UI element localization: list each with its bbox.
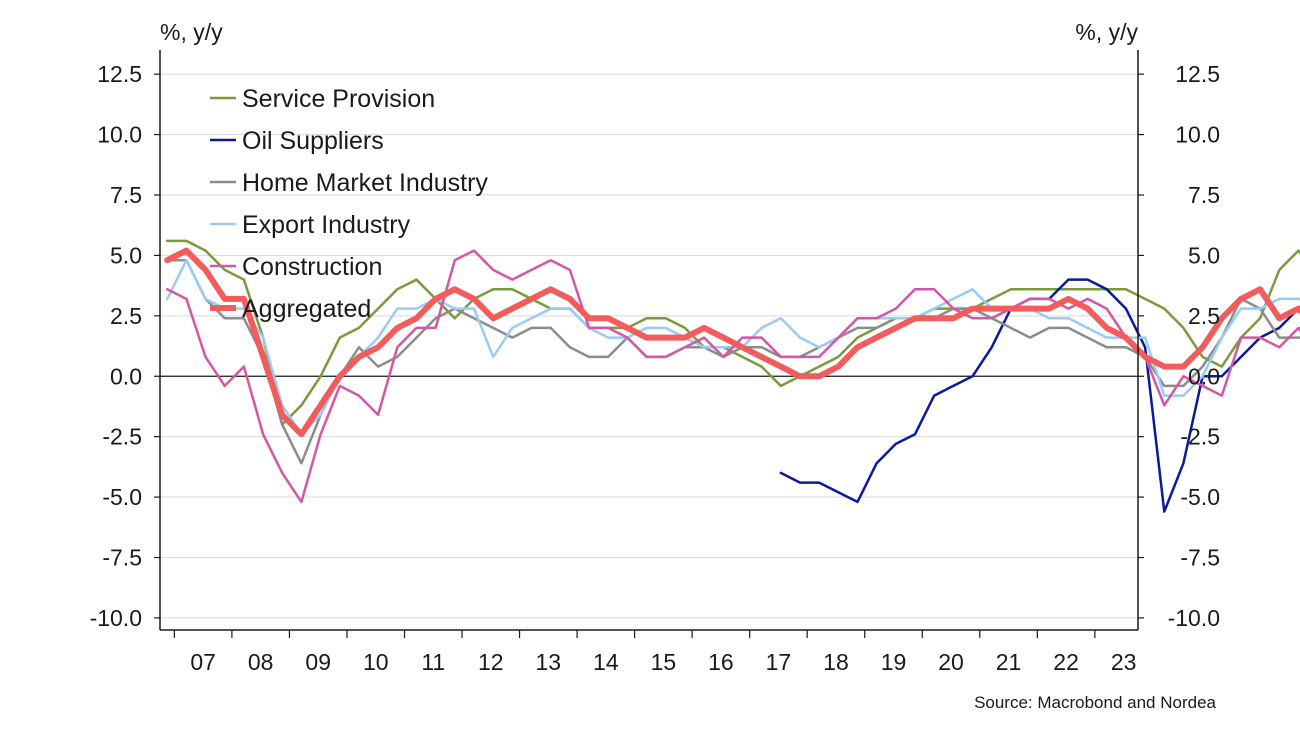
x-tick-label: 19: [881, 649, 907, 675]
series-layer: [164, 239, 1300, 513]
x-tick-label: 10: [363, 649, 389, 675]
y-tick-label-left: -10.0: [90, 605, 142, 631]
x-tick-label: 20: [938, 649, 964, 675]
x-tick-label: 13: [536, 649, 562, 675]
y-tick-label-right: -7.5: [1180, 545, 1220, 571]
left-unit-label: %, y/y: [160, 19, 223, 45]
y-tick-label-left: -5.0: [102, 484, 142, 510]
y-tick-label-right: -10.0: [1168, 605, 1220, 631]
grid-layer: [160, 73, 1138, 619]
x-tick-label: 07: [190, 649, 216, 675]
series-line-aggregated: [164, 247, 1300, 438]
legend-label-service-provision: Service Provision: [242, 85, 435, 113]
y-tick-label-right: 2.5: [1188, 303, 1220, 329]
x-tick-label: 18: [823, 649, 849, 675]
y-tick-label-right: -2.5: [1180, 424, 1220, 450]
legend-label-export-industry: Export Industry: [242, 211, 411, 239]
series-line-oil-suppliers: [779, 278, 1300, 513]
y-tick-label-right: -5.0: [1180, 484, 1220, 510]
y-tick-label-left: 0.0: [110, 363, 142, 389]
y-tick-label-right: 5.0: [1188, 242, 1220, 268]
x-tick-label: 22: [1053, 649, 1079, 675]
y-tick-label-right: 0.0: [1188, 363, 1220, 389]
legend-label-construction: Construction: [242, 253, 382, 281]
y-tick-label-left: 2.5: [110, 303, 142, 329]
series-line-service-provision: [165, 239, 1300, 426]
y-tick-label-right: 12.5: [1175, 61, 1220, 87]
x-tick-label: 08: [248, 649, 274, 675]
y-tick-label-right: 10.0: [1175, 122, 1220, 148]
legend-label-oil-suppliers: Oil Suppliers: [242, 127, 384, 155]
x-tick-label: 15: [651, 649, 677, 675]
x-tick-label: 09: [305, 649, 331, 675]
x-tick-label: 14: [593, 649, 619, 675]
y-tick-label-left: -2.5: [102, 424, 142, 450]
right-unit-label: %, y/y: [1075, 19, 1138, 45]
y-tick-label-right: 7.5: [1188, 182, 1220, 208]
y-tick-label-left: 12.5: [97, 61, 142, 87]
x-tick-label: 23: [1111, 649, 1137, 675]
source-note: Source: Macrobond and Nordea: [974, 693, 1216, 712]
x-tick-label: 11: [421, 649, 445, 675]
legend-label-home-market-industry: Home Market Industry: [242, 169, 488, 197]
y-tick-label-left: 5.0: [110, 242, 142, 268]
x-tick-label: 16: [708, 649, 734, 675]
axes-layer: -10.0 -10.0 -7.5 -7.5 -5.0 -5.0 -2.5 -2.5 0.0 0.0…: [90, 50, 1220, 675]
y-tick-label-left: 10.0: [97, 122, 142, 148]
x-tick-label: 21: [996, 649, 1022, 675]
x-tick-label: 12: [478, 649, 504, 675]
x-tick-label: 17: [766, 649, 792, 675]
y-tick-label-left: -7.5: [102, 545, 142, 571]
series-line-construction: [165, 249, 1300, 504]
series-line-export-industry: [165, 258, 1300, 436]
legend-label-aggregated: Aggregated: [242, 295, 371, 323]
y-tick-label-left: 7.5: [110, 182, 142, 208]
legend: Service Provision Oil Suppliers Home Marke…: [210, 85, 488, 323]
